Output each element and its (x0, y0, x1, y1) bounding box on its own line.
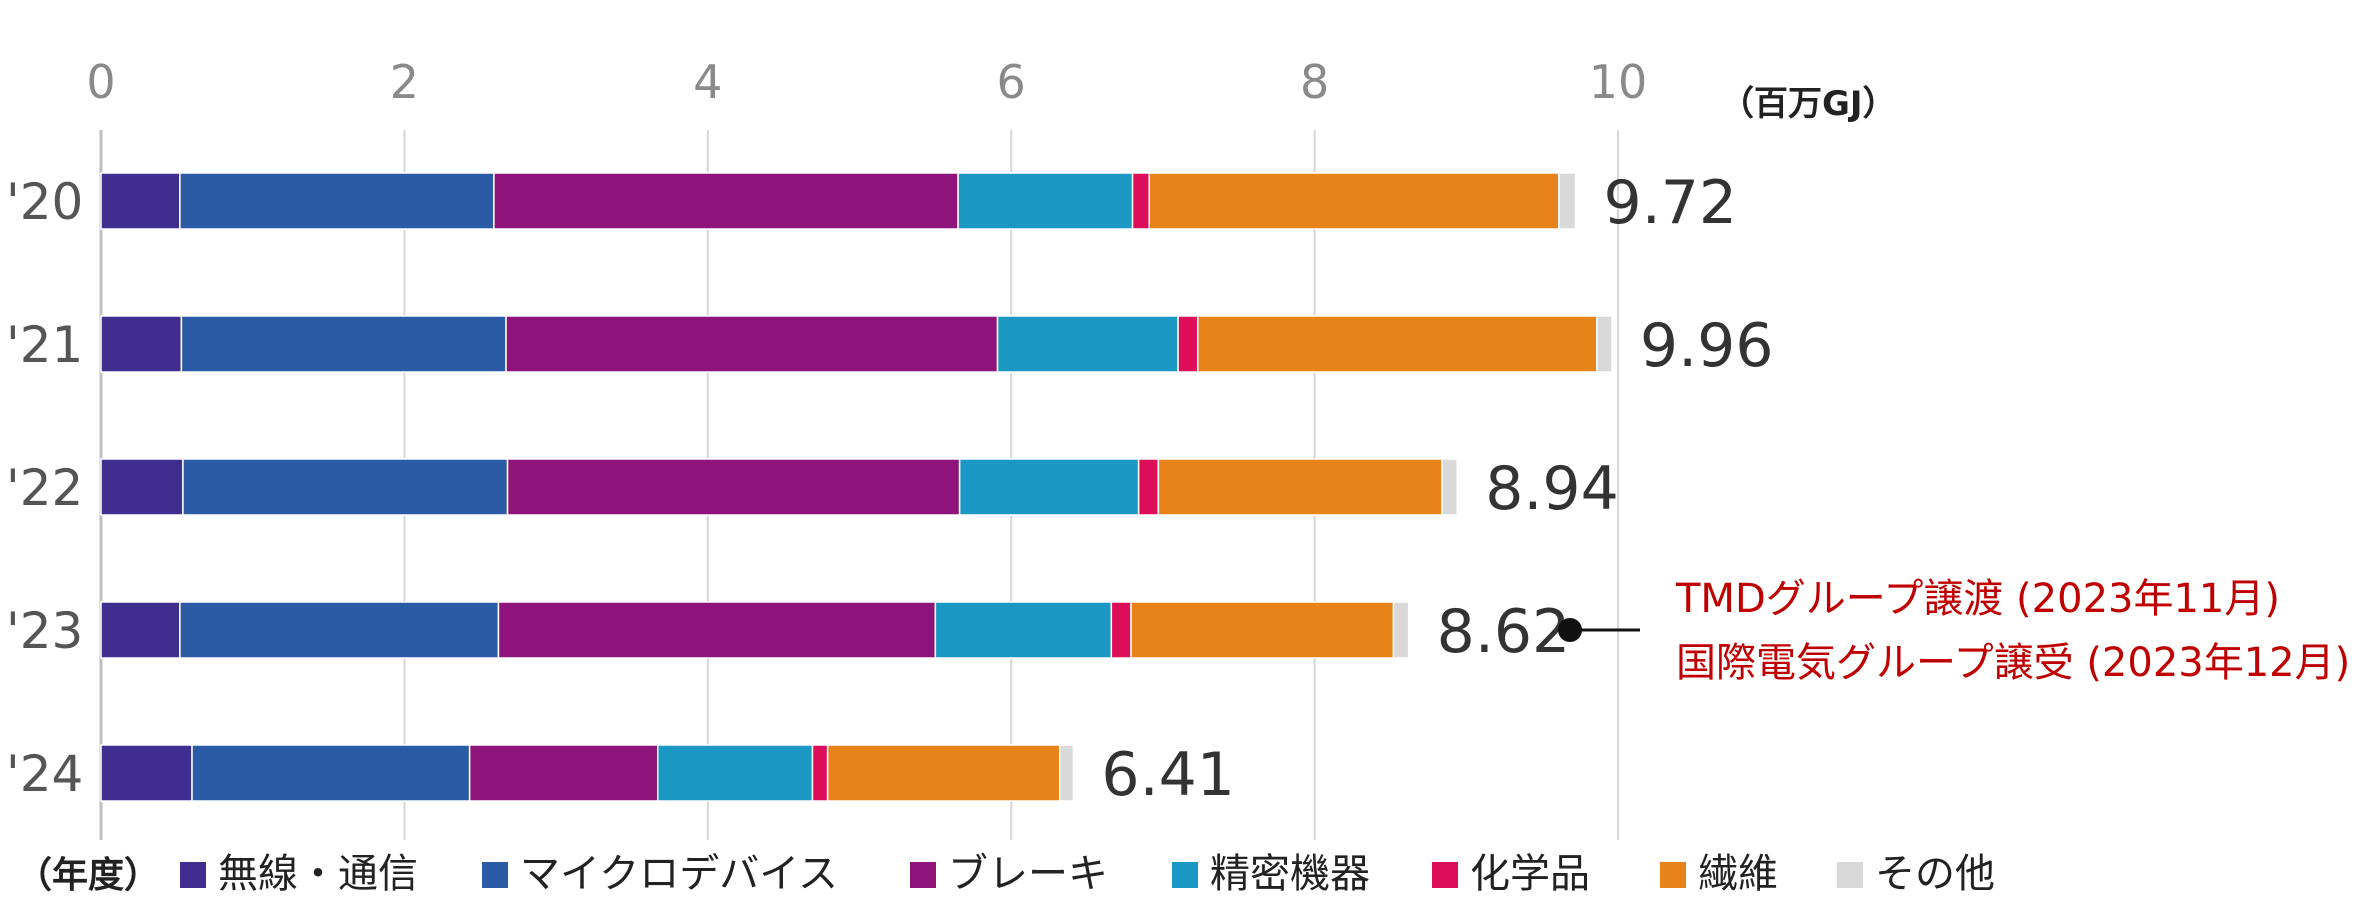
legend-swatch (910, 862, 936, 888)
bar-segment (182, 458, 509, 516)
bar-segment (100, 315, 183, 373)
bar-segment (1130, 601, 1395, 659)
legend-swatch (1837, 862, 1863, 888)
bar-segment (811, 744, 829, 802)
category-labels: '20 '21 '22 '23 '24 (6, 173, 83, 803)
x-tick-label: 6 (997, 55, 1026, 109)
bar-segment (506, 458, 961, 516)
legend-label: 精密機器 (1210, 851, 1370, 897)
x-tick-label: 2 (390, 55, 419, 109)
total-label: 8.62 (1437, 597, 1571, 667)
total-labels: 9.72 9.96 8.94 8.62 6.41 (1101, 168, 1773, 810)
unit-label: （百万GJ） (1720, 84, 1897, 124)
legend-label: 無線・通信 (218, 851, 418, 897)
bar-segment (180, 315, 507, 373)
legend-label: 化学品 (1470, 851, 1590, 897)
bar-segment (1558, 172, 1577, 230)
bar-segment (468, 744, 659, 802)
bar-segment (100, 458, 184, 516)
x-tick-label: 8 (1300, 55, 1329, 109)
legend-label: マイクロデバイス (520, 851, 838, 897)
x-tick-labels: 0 2 4 6 8 10 (86, 55, 1647, 109)
bar-segment (1110, 601, 1132, 659)
category-axis-label: （年度） (16, 855, 160, 896)
bar-segment (1148, 172, 1560, 230)
legend-label: その他 (1875, 851, 1995, 897)
total-label: 9.96 (1640, 311, 1774, 381)
x-tick-label: 4 (693, 55, 722, 109)
legend-swatch (1660, 862, 1686, 888)
bar-segment (100, 172, 181, 230)
bar-segment (996, 315, 1179, 373)
bar-segment (934, 601, 1113, 659)
x-tick-label: 0 (86, 55, 115, 109)
bar-segment (179, 601, 500, 659)
annotation: TMDグループ譲渡 (2023年11月) 国際電気グループ譲受 (2023年12月… (1558, 576, 2350, 686)
bar-segment (179, 172, 495, 230)
bar-segment (1197, 315, 1598, 373)
category-label: '21 (6, 316, 83, 374)
total-label: 6.41 (1101, 740, 1235, 810)
bar-segment (1137, 458, 1160, 516)
total-label: 9.72 (1604, 168, 1738, 238)
bar-segment (1157, 458, 1443, 516)
category-label: '20 (6, 173, 83, 231)
bar-segment (497, 601, 937, 659)
total-label: 8.94 (1485, 454, 1619, 524)
bar-segment (505, 315, 999, 373)
x-tick-label: 10 (1589, 55, 1648, 109)
annotation-text: 国際電気グループ譲受 (2023年12月) (1676, 640, 2350, 686)
annotation-text: TMDグループ譲渡 (2023年11月) (1675, 576, 2280, 622)
bar-segment (1058, 744, 1075, 802)
bar-segment (100, 601, 181, 659)
legend-swatch (1172, 862, 1198, 888)
bar-segment (1392, 601, 1410, 659)
category-label: '22 (6, 459, 83, 517)
bar-segment (493, 172, 959, 230)
category-label: '23 (6, 602, 83, 660)
bar-segment (191, 744, 471, 802)
bar-segment (826, 744, 1061, 802)
bar-segment (958, 458, 1140, 516)
legend-label: ブレーキ (948, 851, 1108, 897)
bar-segment (1177, 315, 1199, 373)
bar-segment (100, 744, 193, 802)
bar-segment (1131, 172, 1150, 230)
bar-segment (1596, 315, 1613, 373)
bar-segment (656, 744, 814, 802)
bar-segment (957, 172, 1134, 230)
category-label: '24 (6, 745, 83, 803)
legend-swatch (180, 862, 206, 888)
legend-label: 繊維 (1698, 851, 1778, 897)
legend-swatch (1432, 862, 1458, 888)
bar-segment (1441, 458, 1458, 516)
legend: 無線・通信 マイクロデバイス ブレーキ 精密機器 化学品 繊維 その他 (180, 851, 1995, 897)
legend-swatch (482, 862, 508, 888)
bars (100, 172, 1613, 802)
